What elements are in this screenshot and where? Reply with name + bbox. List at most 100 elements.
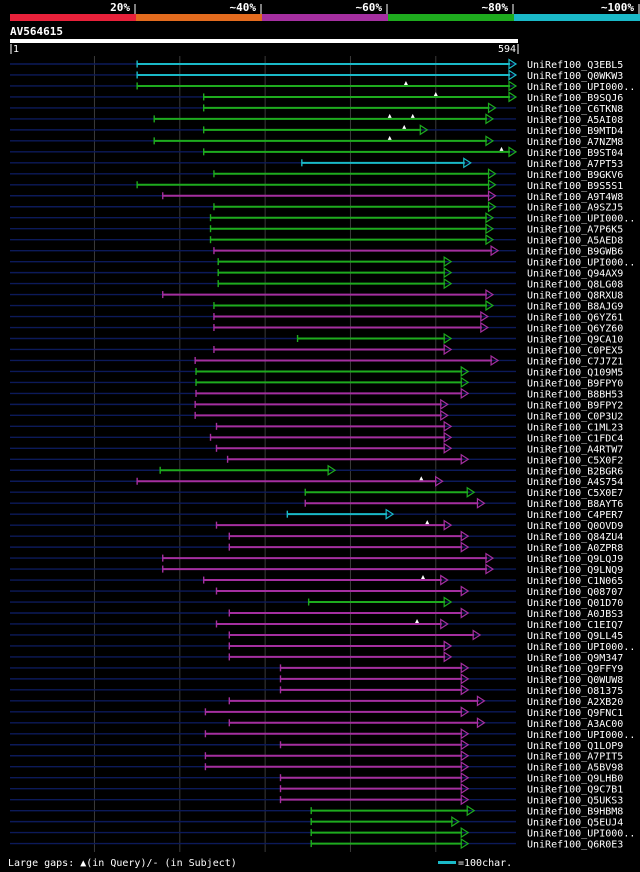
hit-arrowhead xyxy=(487,190,497,202)
hit-row: UniRef100_A7P6K5 xyxy=(10,223,623,236)
hit-label: UniRef100_Q9C7B1 xyxy=(527,785,623,796)
scale-legend: =100char. xyxy=(458,858,512,869)
hit-arrowhead xyxy=(327,464,337,476)
hit-arrowhead xyxy=(443,343,453,356)
query-gap-marker xyxy=(415,618,420,623)
hit-label: UniRef100_Q01D70 xyxy=(527,598,623,609)
hit-arrowhead xyxy=(443,442,453,454)
hit-arrowhead xyxy=(443,596,453,608)
hit-row: UniRef100_B8AJG9 xyxy=(10,299,623,313)
hit-row: UniRef100_Q9LL45 xyxy=(10,629,623,642)
hit-label: UniRef100_O81375 xyxy=(527,686,623,697)
hit-row: UniRef100_Q8RXU8 xyxy=(10,288,623,302)
hit-row: UniRef100_C5X0E7 xyxy=(10,486,623,499)
hit-row: UniRef100_B9SQJ6 xyxy=(10,91,623,104)
legend-segment xyxy=(136,14,263,21)
hit-arrowhead xyxy=(460,706,470,718)
gaps-legend: Large gaps: ▲(in Query)/- (in Subject) xyxy=(8,858,237,869)
hit-arrowhead xyxy=(440,574,449,586)
hit-arrowhead xyxy=(460,684,470,696)
hit-arrowhead xyxy=(485,299,495,312)
hit-row: UniRef100_A3AC00 xyxy=(10,717,623,730)
hit-label: UniRef100_A2XB20 xyxy=(527,697,623,708)
hit-label: UniRef100_A7PIT5 xyxy=(527,752,623,763)
hit-label: UniRef100_B8BH53 xyxy=(527,389,623,400)
hit-label: UniRef100_C6TKN8 xyxy=(527,104,623,115)
hit-row: UniRef100_Q0OVD9 xyxy=(10,519,623,532)
hit-label: UniRef100_B9ST04 xyxy=(527,148,623,159)
hit-row: UniRef100_C5X0F2 xyxy=(10,453,623,466)
hit-row: UniRef100_B9FPY2 xyxy=(10,398,623,411)
query-gap-marker xyxy=(387,135,392,140)
identity-legend: 20% ~40% ~60% ~80% ~100% xyxy=(10,1,640,21)
hit-arrowhead xyxy=(440,398,449,410)
query-end-label: 594 xyxy=(498,44,516,55)
hit-label: UniRef100_Q94AX9 xyxy=(527,269,623,280)
hit-arrowhead xyxy=(485,563,495,575)
hit-arrowhead xyxy=(460,728,470,740)
hit-arrowhead xyxy=(460,761,470,773)
hit-label: UniRef100_Q5UKS3 xyxy=(527,796,623,807)
hit-arrowhead xyxy=(443,332,453,345)
hit-label: UniRef100_B8AJG9 xyxy=(527,302,623,313)
hit-arrowhead xyxy=(435,475,444,487)
hit-arrowhead xyxy=(460,607,470,619)
hit-row: UniRef100_C4PER7 xyxy=(10,508,623,521)
query-gap-marker xyxy=(420,575,425,580)
hit-row: UniRef100_B9HBM8 xyxy=(10,805,623,818)
hit-label: UniRef100_Q9LQJ9 xyxy=(527,554,623,565)
hit-row: UniRef100_A4S754 xyxy=(10,475,623,488)
hit-row: UniRef100_B9ST04 xyxy=(10,146,623,159)
hit-label: UniRef100_B9GKV6 xyxy=(527,170,623,181)
hit-arrowhead xyxy=(466,805,476,817)
hit-arrowhead xyxy=(443,267,453,279)
hit-row: UniRef100_Q5UKS3 xyxy=(10,794,623,807)
legend-segment xyxy=(262,14,389,21)
hit-row: UniRef100_B8AYT6 xyxy=(10,497,623,510)
hit-label: UniRef100_UPI000.. xyxy=(527,214,635,225)
hit-label: UniRef100_A7PT53 xyxy=(527,159,623,170)
hit-row: UniRef100_B9GWB6 xyxy=(10,245,623,258)
hit-row: UniRef100_Q01D70 xyxy=(10,596,623,609)
hit-label: UniRef100_Q8LG08 xyxy=(527,280,623,291)
hit-arrowhead xyxy=(460,673,470,685)
hit-label: UniRef100_C1EIQ7 xyxy=(527,620,623,631)
hit-label: UniRef100_C1N065 xyxy=(527,576,623,587)
hit-arrowhead xyxy=(485,288,495,301)
hit-row: UniRef100_Q9FNC1 xyxy=(10,706,623,719)
hit-label: UniRef100_C0PEX5 xyxy=(527,345,623,356)
hit-row: UniRef100_Q6YZ61 xyxy=(10,310,623,324)
hit-label: UniRef100_A0JBS3 xyxy=(527,609,623,620)
hit-label: UniRef100_C0P3U2 xyxy=(527,411,623,422)
hit-label: UniRef100_Q6R0E3 xyxy=(527,840,623,851)
query-gap-marker xyxy=(419,476,424,481)
hit-row: UniRef100_C1ML23 xyxy=(10,420,623,433)
hit-label: UniRef100_Q08707 xyxy=(527,587,623,598)
footer: Large gaps: ▲(in Query)/- (in Subject) =1… xyxy=(8,858,512,869)
hit-row: UniRef100_B8BH53 xyxy=(10,387,623,400)
hit-arrowhead xyxy=(440,409,449,421)
hit-label: UniRef100_UPI000.. xyxy=(527,829,635,840)
query-gap-marker xyxy=(402,124,407,129)
hit-arrowhead xyxy=(443,651,453,663)
hit-arrowhead xyxy=(476,497,486,509)
hit-arrowhead xyxy=(460,541,470,553)
hit-label: UniRef100_UPI000.. xyxy=(527,642,635,653)
hit-row: UniRef100_Q3EBL5 xyxy=(10,58,623,71)
legend-label: 20% xyxy=(110,1,130,14)
hit-label: UniRef100_Q9FFY9 xyxy=(527,664,623,675)
hit-arrowhead xyxy=(419,124,429,136)
hit-arrowhead xyxy=(480,310,489,323)
hit-label: UniRef100_Q9LL45 xyxy=(527,631,623,642)
hit-label: UniRef100_A5AI08 xyxy=(527,115,623,126)
hit-arrowhead xyxy=(451,816,460,828)
hit-row: UniRef100_A5AI08 xyxy=(10,113,623,126)
hit-arrowhead xyxy=(460,827,470,839)
hit-label: UniRef100_Q9FNC1 xyxy=(527,708,623,719)
scale-bar xyxy=(438,861,456,864)
hit-label: UniRef100_A7NZM8 xyxy=(527,137,623,148)
hit-arrowhead xyxy=(385,508,395,520)
legend-label: ~100% xyxy=(601,1,634,14)
hit-label: UniRef100_A5AED8 xyxy=(527,236,623,247)
hit-arrowhead xyxy=(487,201,497,213)
